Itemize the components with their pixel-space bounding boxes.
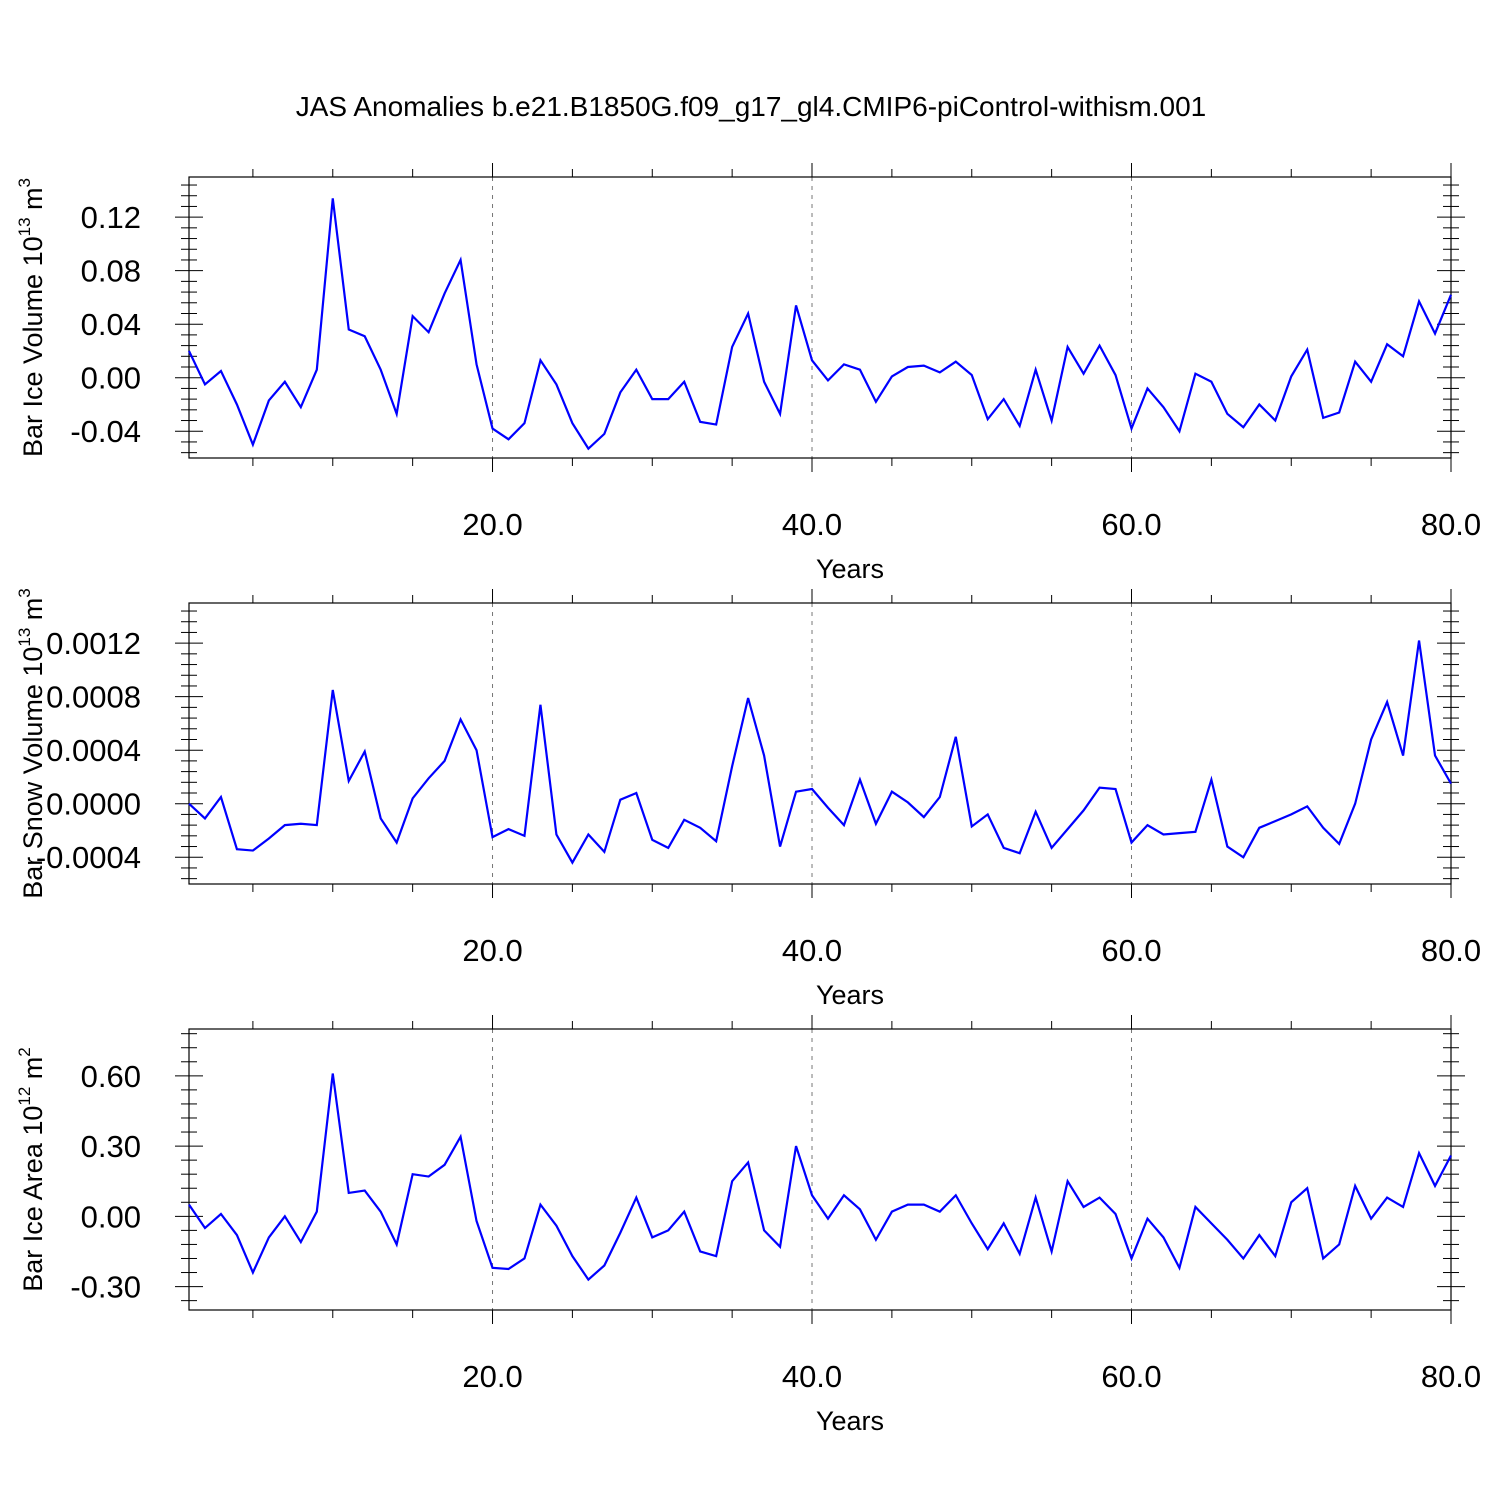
y-axis-label-text: Bar Ice Volume 10: [18, 236, 48, 457]
y-tick-label: -0.0004: [36, 840, 141, 875]
x-tick-label: 80.0: [1421, 933, 1481, 968]
chart-panel-1: -0.04 0.00 0.04 0.08 0.12 20.0 40.0 60.0 80.0 Yea…: [15, 163, 1481, 584]
y-tick-label: 0.0000: [46, 787, 141, 822]
y-axis-label-text: Bar Snow Volume 10: [18, 647, 48, 899]
y-axis-label-exponent: 13: [15, 217, 34, 236]
x-axis-label: Years: [816, 980, 884, 1010]
y-tick-label: -0.04: [70, 414, 141, 449]
x-tick-label: 40.0: [782, 933, 842, 968]
chart-panel-3: -0.30 0.00 0.30 0.60 20.0 40.0 60.0 80.0 Years Ba…: [15, 1015, 1481, 1436]
figure-title: JAS Anomalies b.e21.B1850G.f09_g17_gl4.C…: [296, 91, 1207, 122]
y-tick-label: 0.0012: [46, 626, 141, 661]
series-line: [188, 1073, 1452, 1282]
y-tick-label: 0.00: [81, 361, 141, 396]
x-tick-label: 40.0: [782, 1359, 842, 1394]
y-axis-label-exponent: 13: [15, 628, 34, 647]
y-tick-label: 0.00: [81, 1199, 141, 1234]
y-axis-label-unit-exponent: 3: [15, 588, 34, 597]
x-axis-label: Years: [816, 554, 884, 584]
plot-frame: [188, 176, 1452, 459]
chart-panel-2: -0.0004 0.0000 0.0004 0.0008 0.0012 20.0 40.0 6…: [15, 588, 1481, 1010]
y-axis-label-exponent: 12: [15, 1087, 34, 1106]
x-tick-label: 60.0: [1101, 933, 1161, 968]
y-axis-label-unit-exponent: 2: [15, 1047, 34, 1056]
plot-frame: [188, 1028, 1452, 1311]
y-tick-label: 0.30: [81, 1129, 141, 1164]
x-tick-label: 40.0: [782, 507, 842, 542]
y-axis-label: Bar Snow Volume 1013 m3: [15, 588, 48, 899]
y-tick-label: 0.60: [81, 1059, 141, 1094]
x-tick-label: 20.0: [462, 933, 522, 968]
y-tick-label: -0.30: [70, 1270, 141, 1305]
y-axis-label-unit: m: [18, 598, 48, 628]
x-tick-label: 80.0: [1421, 507, 1481, 542]
y-axis-label-unit: m: [18, 1057, 48, 1087]
x-tick-label: 20.0: [462, 507, 522, 542]
y-tick-label: 0.0008: [46, 680, 141, 715]
x-axis-label: Years: [816, 1406, 884, 1436]
plot-frame: [188, 602, 1452, 885]
x-tick-label: 80.0: [1421, 1359, 1481, 1394]
y-axis-label: Bar Ice Area 1012 m2: [15, 1047, 48, 1292]
series-line: [188, 198, 1453, 451]
x-tick-label: 60.0: [1101, 507, 1161, 542]
y-axis-label-text: Bar Ice Area 10: [18, 1106, 48, 1292]
y-axis-label: Bar Ice Volume 1013 m3: [15, 178, 48, 457]
y-tick-label: 0.12: [81, 200, 141, 235]
y-axis-label-unit-exponent: 3: [15, 178, 34, 187]
y-tick-label: 0.08: [81, 254, 141, 289]
x-tick-label: 20.0: [462, 1359, 522, 1394]
y-tick-label: 0.04: [81, 307, 141, 342]
y-axis-label-unit: m: [18, 187, 48, 217]
y-tick-label: 0.0004: [46, 733, 141, 768]
series-line: [188, 640, 1452, 865]
x-tick-label: 60.0: [1101, 1359, 1161, 1394]
